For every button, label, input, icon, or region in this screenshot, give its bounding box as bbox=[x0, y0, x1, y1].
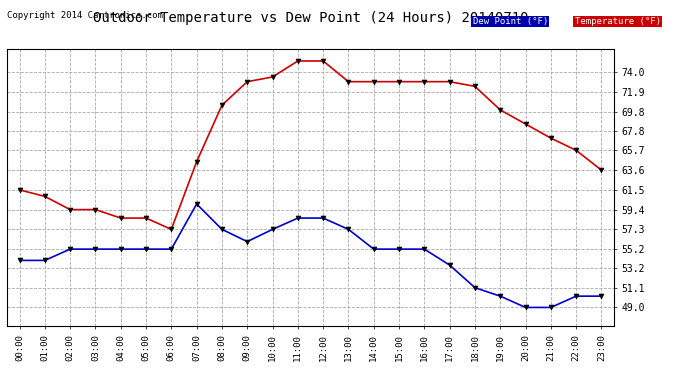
Text: Dew Point (°F): Dew Point (°F) bbox=[473, 17, 548, 26]
Text: Outdoor Temperature vs Dew Point (24 Hours) 20140710: Outdoor Temperature vs Dew Point (24 Hou… bbox=[92, 11, 529, 25]
Text: Copyright 2014 Cartronics.com: Copyright 2014 Cartronics.com bbox=[7, 11, 163, 20]
Text: Temperature (°F): Temperature (°F) bbox=[575, 17, 661, 26]
